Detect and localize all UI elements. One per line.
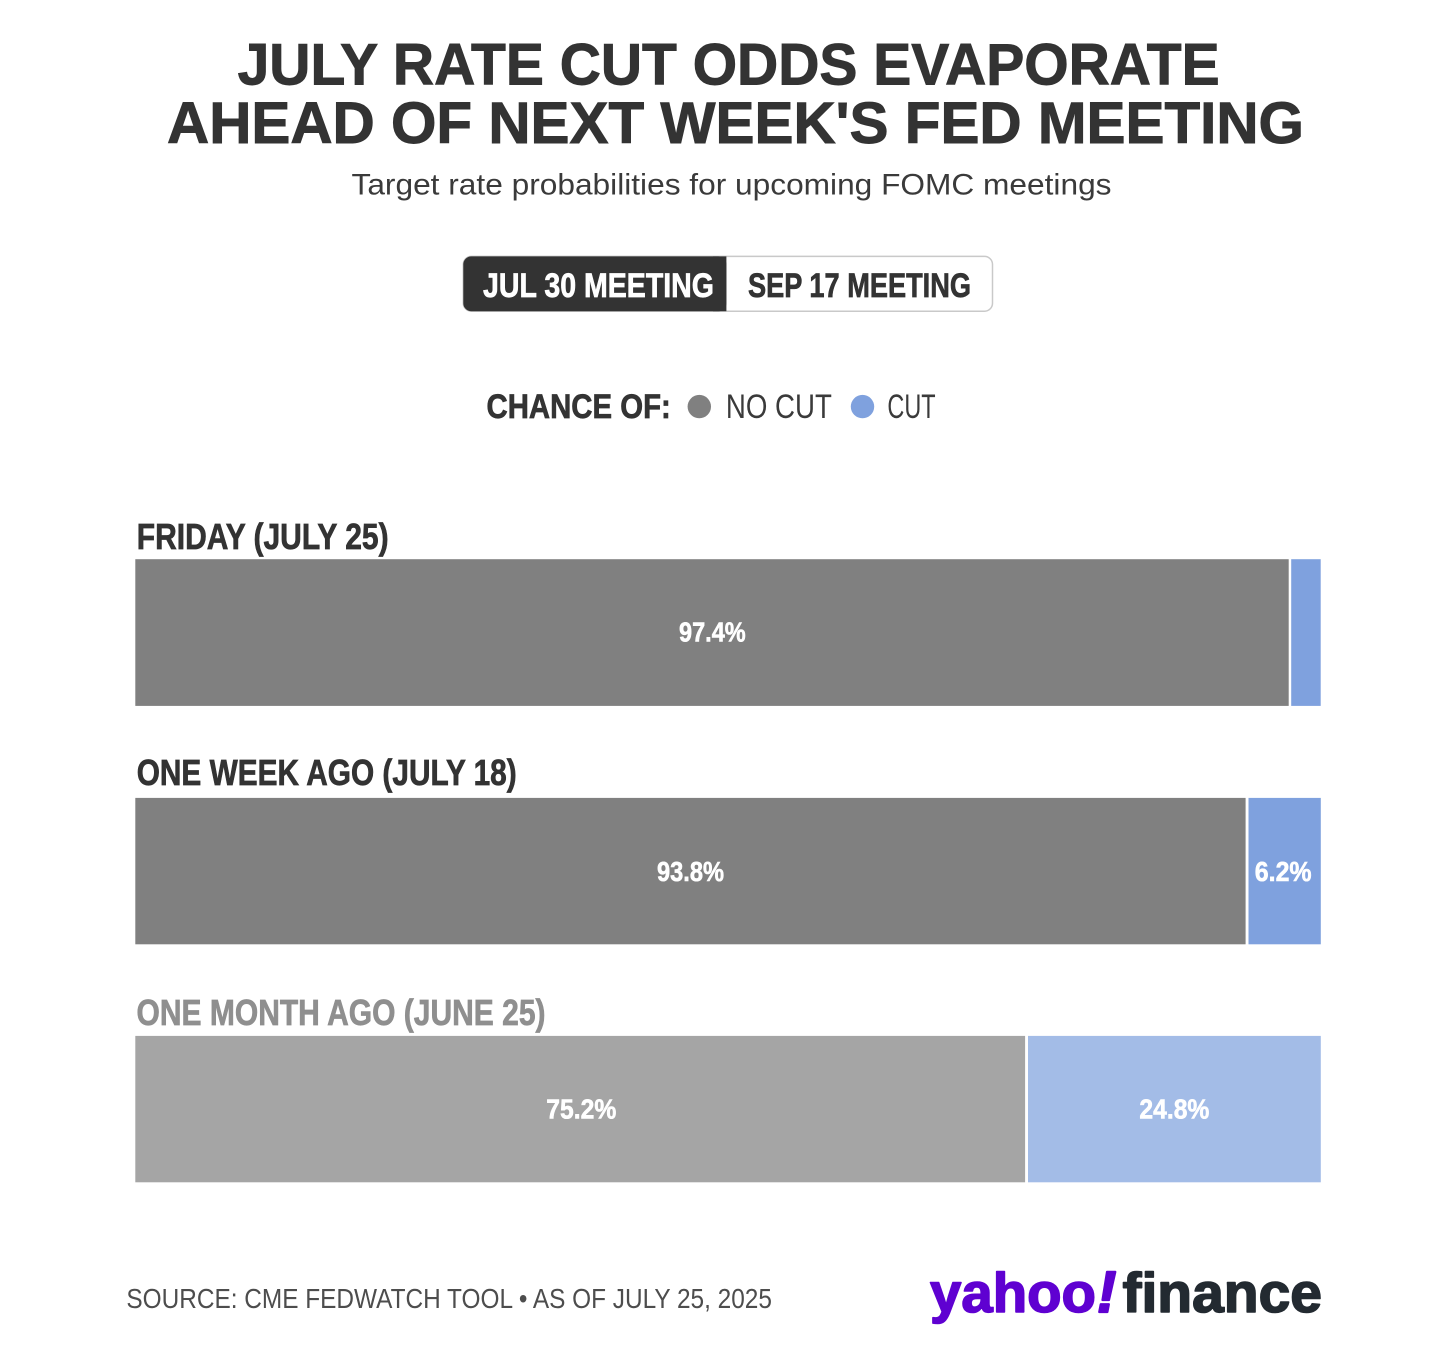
svg-text:FRIDAY (JULY 25): FRIDAY (JULY 25) <box>137 516 389 557</box>
svg-text:finance: finance <box>1123 1261 1323 1324</box>
svg-text:AHEAD OF NEXT WEEK'S FED MEETI: AHEAD OF NEXT WEEK'S FED MEETING <box>167 91 1304 156</box>
svg-text:6.2%: 6.2% <box>1255 856 1312 887</box>
svg-text:!: ! <box>1097 1260 1116 1325</box>
svg-text:CUT: CUT <box>887 388 935 426</box>
svg-text:NO CUT: NO CUT <box>726 388 832 426</box>
svg-text:ONE WEEK AGO (JULY 18): ONE WEEK AGO (JULY 18) <box>137 752 517 793</box>
svg-text:75.2%: 75.2% <box>546 1094 616 1125</box>
svg-text:SEP 17 MEETING: SEP 17 MEETING <box>748 267 971 305</box>
svg-text:JUL 30 MEETING: JUL 30 MEETING <box>483 267 714 305</box>
svg-text:JULY RATE CUT ODDS EVAPORATE: JULY RATE CUT ODDS EVAPORATE <box>238 32 1220 97</box>
svg-text:Target rate probabilities for: Target rate probabilities for upcoming F… <box>352 168 1112 201</box>
svg-text:97.4%: 97.4% <box>679 616 746 647</box>
svg-text:yahoo: yahoo <box>930 1261 1096 1324</box>
svg-text:SOURCE: CME FEDWATCH TOOL • AS: SOURCE: CME FEDWATCH TOOL • AS OF JULY 2… <box>126 1283 772 1314</box>
svg-text:93.8%: 93.8% <box>657 856 724 887</box>
svg-text:ONE MONTH AGO (JUNE 25): ONE MONTH AGO (JUNE 25) <box>137 992 546 1033</box>
svg-text:CHANCE OF:: CHANCE OF: <box>487 388 671 426</box>
svg-text:24.8%: 24.8% <box>1139 1094 1209 1125</box>
